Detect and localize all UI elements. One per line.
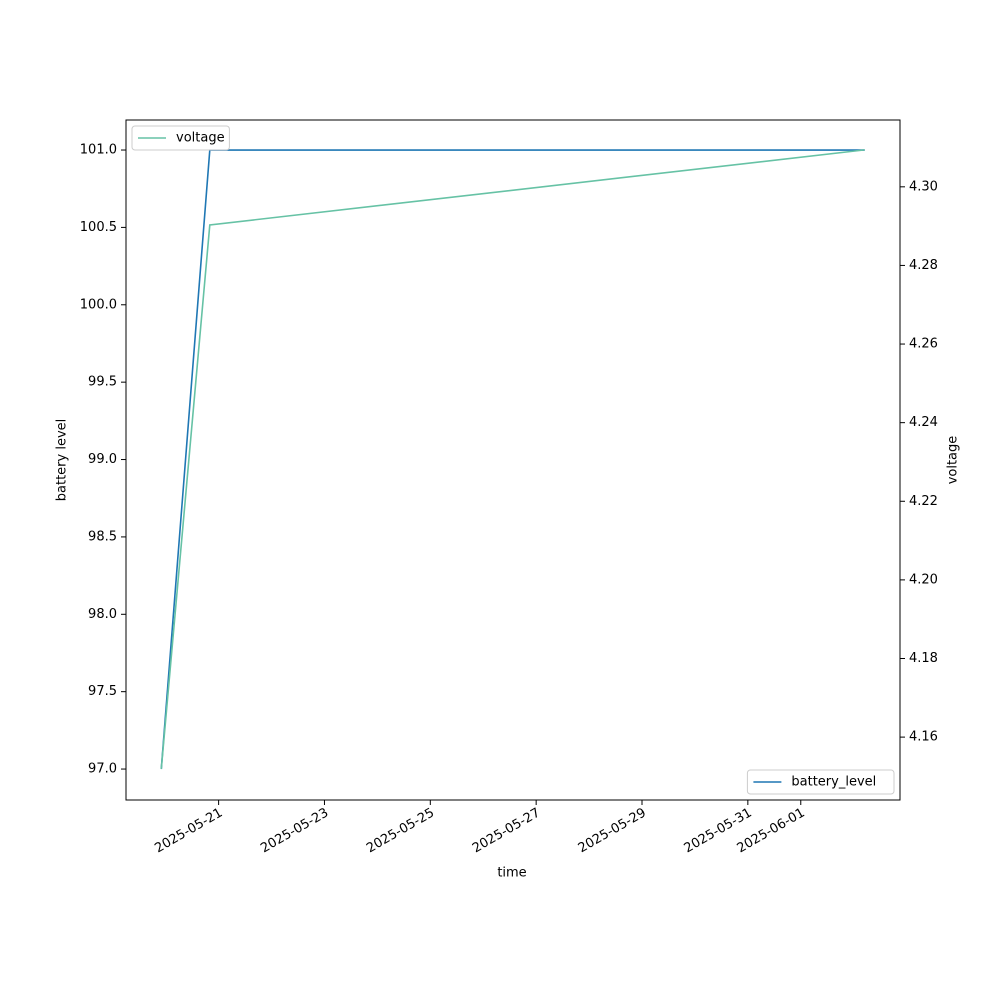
legend: battery_level bbox=[746, 769, 895, 795]
legend: voltage bbox=[131, 125, 230, 151]
legend-label: voltage bbox=[176, 131, 225, 146]
y2-tick-label: 4.20 bbox=[909, 572, 938, 587]
legend-box bbox=[746, 769, 895, 795]
y-axis-label: battery level bbox=[55, 419, 70, 502]
y-tick-label: 99.5 bbox=[88, 375, 117, 390]
y2-tick-label: 4.24 bbox=[909, 415, 938, 430]
y-tick-label: 98.5 bbox=[88, 529, 117, 544]
line bbox=[160, 149, 865, 770]
y2-tick-label: 4.18 bbox=[909, 651, 938, 666]
y2-tick-label: 4.28 bbox=[909, 258, 938, 273]
plot-frame bbox=[125, 119, 901, 801]
y2-tick-label: 4.26 bbox=[909, 337, 938, 352]
y2-tick-label: 4.30 bbox=[909, 179, 938, 194]
x-tick-label: 2025-05-21 bbox=[152, 806, 225, 857]
x-tick-label: 2025-05-23 bbox=[258, 806, 331, 857]
legend-label: battery_level bbox=[791, 775, 876, 790]
y2-tick-label: 4.22 bbox=[909, 494, 938, 509]
y-tick-label: 100.5 bbox=[80, 220, 117, 235]
y2-tick-label: 4.16 bbox=[909, 730, 938, 745]
y-tick-label: 97.0 bbox=[88, 762, 117, 777]
y-tick-label: 100.0 bbox=[80, 297, 117, 312]
x-tick-label: 2025-05-25 bbox=[364, 806, 437, 857]
y-tick-label: 97.5 bbox=[88, 684, 117, 699]
y-tick-label: 98.0 bbox=[88, 607, 117, 622]
y-tick-label: 99.0 bbox=[88, 452, 117, 467]
legend-box bbox=[131, 125, 230, 151]
line bbox=[160, 149, 865, 770]
x-tick-label: 2025-05-29 bbox=[576, 806, 649, 857]
x-axis-label: time bbox=[497, 866, 526, 881]
y2-axis-label: voltage bbox=[946, 436, 961, 485]
y-tick-label: 101.0 bbox=[80, 143, 117, 158]
x-tick-label: 2025-05-27 bbox=[470, 806, 543, 857]
